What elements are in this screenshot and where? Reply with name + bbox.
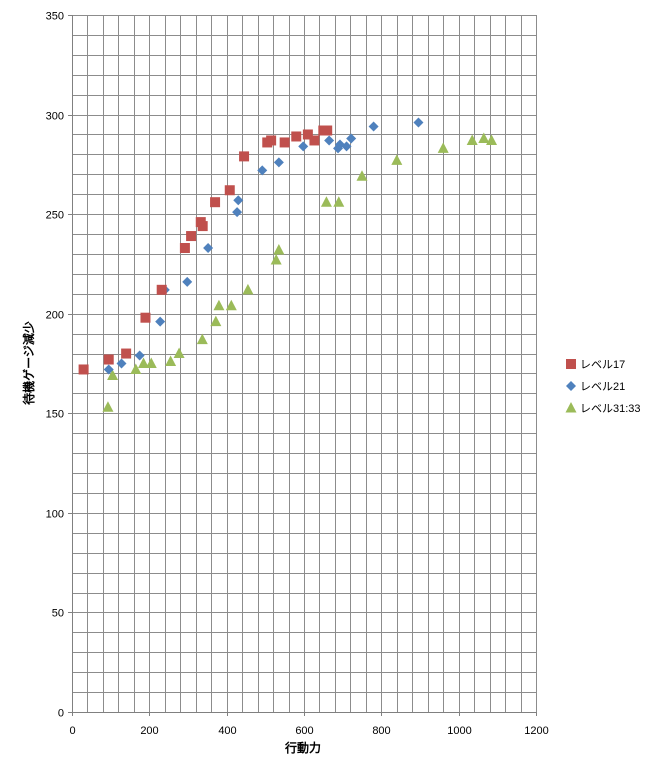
- x-tick-label: 600: [295, 725, 313, 737]
- data-point: [213, 299, 225, 311]
- data-point: [165, 355, 177, 367]
- legend-marker: [566, 359, 576, 369]
- data-point: [196, 333, 208, 345]
- data-point: [368, 121, 379, 132]
- data-point: [103, 364, 114, 375]
- x-tick-label: 1200: [524, 725, 548, 737]
- data-points: [78, 117, 498, 412]
- data-point: [130, 363, 142, 374]
- data-point: [78, 364, 89, 375]
- data-point: [224, 185, 235, 196]
- data-point: [107, 369, 119, 380]
- x-tick-label: 1000: [447, 725, 471, 737]
- data-point: [478, 132, 490, 143]
- data-point: [156, 284, 167, 295]
- data-point: [179, 242, 190, 253]
- data-point: [186, 231, 197, 242]
- y-tick-label: 100: [46, 509, 64, 521]
- x-axis-title: 行動力: [284, 740, 321, 755]
- data-point: [333, 196, 345, 207]
- legend: レベル17 レベル21 レベル31:33: [565, 359, 641, 415]
- data-point: [121, 348, 132, 359]
- x-tick-label: 800: [372, 725, 390, 737]
- data-point: [322, 125, 333, 136]
- data-point: [138, 357, 150, 368]
- data-point: [257, 165, 268, 176]
- y-tick-label: 150: [46, 409, 64, 421]
- data-point: [291, 131, 302, 142]
- data-point: [273, 157, 284, 168]
- data-point: [324, 135, 335, 146]
- data-point: [279, 137, 290, 148]
- data-point: [391, 154, 403, 165]
- data-point: [486, 134, 498, 145]
- y-tick-label: 0: [58, 708, 64, 720]
- y-tick-label: 200: [46, 310, 64, 322]
- y-tick-label: 350: [46, 11, 64, 23]
- data-point: [437, 142, 449, 153]
- data-point: [242, 283, 254, 295]
- legend-label: レベル31:33: [580, 403, 641, 415]
- y-tick-label: 50: [52, 608, 64, 620]
- data-point: [102, 401, 114, 412]
- legend-label: レベル21: [580, 381, 625, 393]
- y-tick-label: 300: [46, 111, 64, 123]
- data-point: [233, 195, 244, 206]
- data-point: [270, 253, 282, 265]
- data-point: [145, 357, 157, 368]
- data-point: [103, 354, 114, 365]
- data-point: [225, 299, 237, 311]
- data-point: [155, 316, 166, 327]
- data-point: [309, 135, 320, 146]
- x-tick-label: 0: [69, 725, 75, 737]
- data-point: [173, 347, 185, 359]
- x-tick-label: 400: [218, 725, 236, 737]
- data-point: [346, 133, 357, 144]
- data-point: [298, 141, 309, 152]
- legend-label: レベル17: [580, 359, 625, 371]
- data-point: [466, 134, 478, 145]
- data-point: [302, 129, 313, 140]
- axes: [68, 15, 537, 716]
- data-point: [210, 315, 222, 327]
- data-point: [203, 242, 214, 253]
- data-point: [239, 151, 250, 162]
- tick-labels: 0 50 100 150 200 250 300 350 0 200 400 600 800 1000 12…: [46, 11, 549, 738]
- data-point: [266, 135, 277, 146]
- data-point: [197, 221, 208, 232]
- data-point: [356, 170, 368, 181]
- data-point: [140, 312, 151, 323]
- data-point: [134, 350, 145, 361]
- data-point: [232, 207, 243, 218]
- data-point: [320, 196, 332, 207]
- data-point: [273, 243, 285, 255]
- x-tick-label: 200: [140, 725, 158, 737]
- legend-marker: [566, 381, 576, 391]
- data-point: [210, 197, 221, 208]
- y-tick-label: 250: [46, 210, 64, 222]
- legend-marker: [565, 402, 577, 413]
- y-axis-title: 待機ゲージ減少: [21, 321, 36, 405]
- data-point: [182, 276, 193, 287]
- data-point: [341, 141, 352, 152]
- data-point: [116, 358, 127, 369]
- data-point: [413, 117, 424, 128]
